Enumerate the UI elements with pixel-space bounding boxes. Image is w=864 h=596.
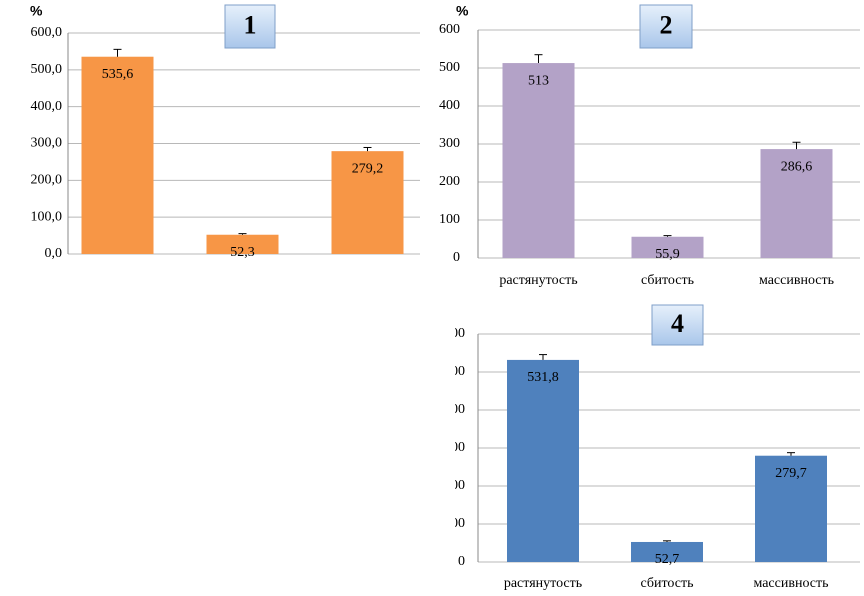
x-tick-label: массивность xyxy=(759,273,834,288)
y-tick-label: 500,0 xyxy=(31,62,63,77)
y-tick-labels: 0,0 100,0 200,0 300,0 400,0 500,0 600,0 xyxy=(31,25,63,261)
y-tick-label: 500 xyxy=(439,60,460,75)
y-tick-label: 0 xyxy=(453,250,460,265)
y-tick-label: 600 xyxy=(444,326,465,341)
y-tick-label: 200 xyxy=(444,478,465,493)
value-label: 531,8 xyxy=(527,370,559,385)
y-tick-labels: 0 100 200 300 400 500 600 xyxy=(439,22,460,265)
value-label: 52,3 xyxy=(230,245,255,260)
value-label: 535,6 xyxy=(102,67,134,82)
y-axis-label: % xyxy=(456,3,469,19)
y-tick-label: 300 xyxy=(439,136,460,151)
y-tick-label: 200 xyxy=(439,174,460,189)
y-axis-label: % xyxy=(30,3,43,19)
badge-label: 1 xyxy=(244,10,257,39)
x-tick-label: массивность xyxy=(753,576,828,591)
bar xyxy=(206,234,279,254)
y-tick-label: 400,0 xyxy=(31,99,63,114)
y-tick-label: 500 xyxy=(444,364,465,379)
bar xyxy=(755,455,827,562)
value-label: 52,7 xyxy=(655,552,680,567)
x-tick-label: сбитость xyxy=(641,576,694,591)
chart: 0 100 200 300 400 500 600% растянутость 513 сбито… xyxy=(439,3,860,288)
x-tick-label: сбитость xyxy=(641,273,694,288)
y-tick-label: 200,0 xyxy=(31,173,63,188)
value-label: 55,9 xyxy=(655,247,680,262)
badge xyxy=(651,304,704,346)
x-tick-label: растянутость xyxy=(499,273,577,288)
y-tick-label: 600,0 xyxy=(31,25,63,40)
bar xyxy=(81,56,154,254)
y-tick-label: 0 xyxy=(458,554,465,569)
bar xyxy=(631,236,704,258)
badge-label: 2 xyxy=(660,10,673,39)
bar xyxy=(760,149,833,258)
value-label: 279,7 xyxy=(775,466,807,481)
chart: 0 100 200 300 400 500 600 растянутость 531,8 сбит… xyxy=(444,304,860,591)
bar xyxy=(631,541,703,562)
x-tick-label: растянутость xyxy=(504,576,582,591)
badge xyxy=(224,4,276,49)
bar xyxy=(507,359,579,562)
value-label: 286,6 xyxy=(781,159,813,174)
bar xyxy=(502,63,575,259)
y-tick-label: 100 xyxy=(439,212,460,227)
y-tick-labels: 0 100 200 300 400 500 600 xyxy=(444,326,465,569)
y-tick-label: 100 xyxy=(444,516,465,531)
value-label: 513 xyxy=(528,73,549,88)
y-tick-label: 400 xyxy=(444,402,465,417)
chart: 0,0 100,0 200,0 300,0 400,0 500,0 600,0% 535,6 5… xyxy=(30,3,420,261)
y-tick-label: 100,0 xyxy=(31,209,63,224)
y-tick-label: 0,0 xyxy=(45,246,63,261)
bar xyxy=(331,151,404,254)
value-label: 279,2 xyxy=(352,161,384,176)
y-tick-label: 600 xyxy=(439,22,460,37)
badge-label: 4 xyxy=(671,309,684,338)
y-tick-label: 300,0 xyxy=(31,136,63,151)
y-tick-label: 400 xyxy=(439,98,460,113)
badge xyxy=(639,4,693,49)
y-tick-label: 300 xyxy=(444,440,465,455)
